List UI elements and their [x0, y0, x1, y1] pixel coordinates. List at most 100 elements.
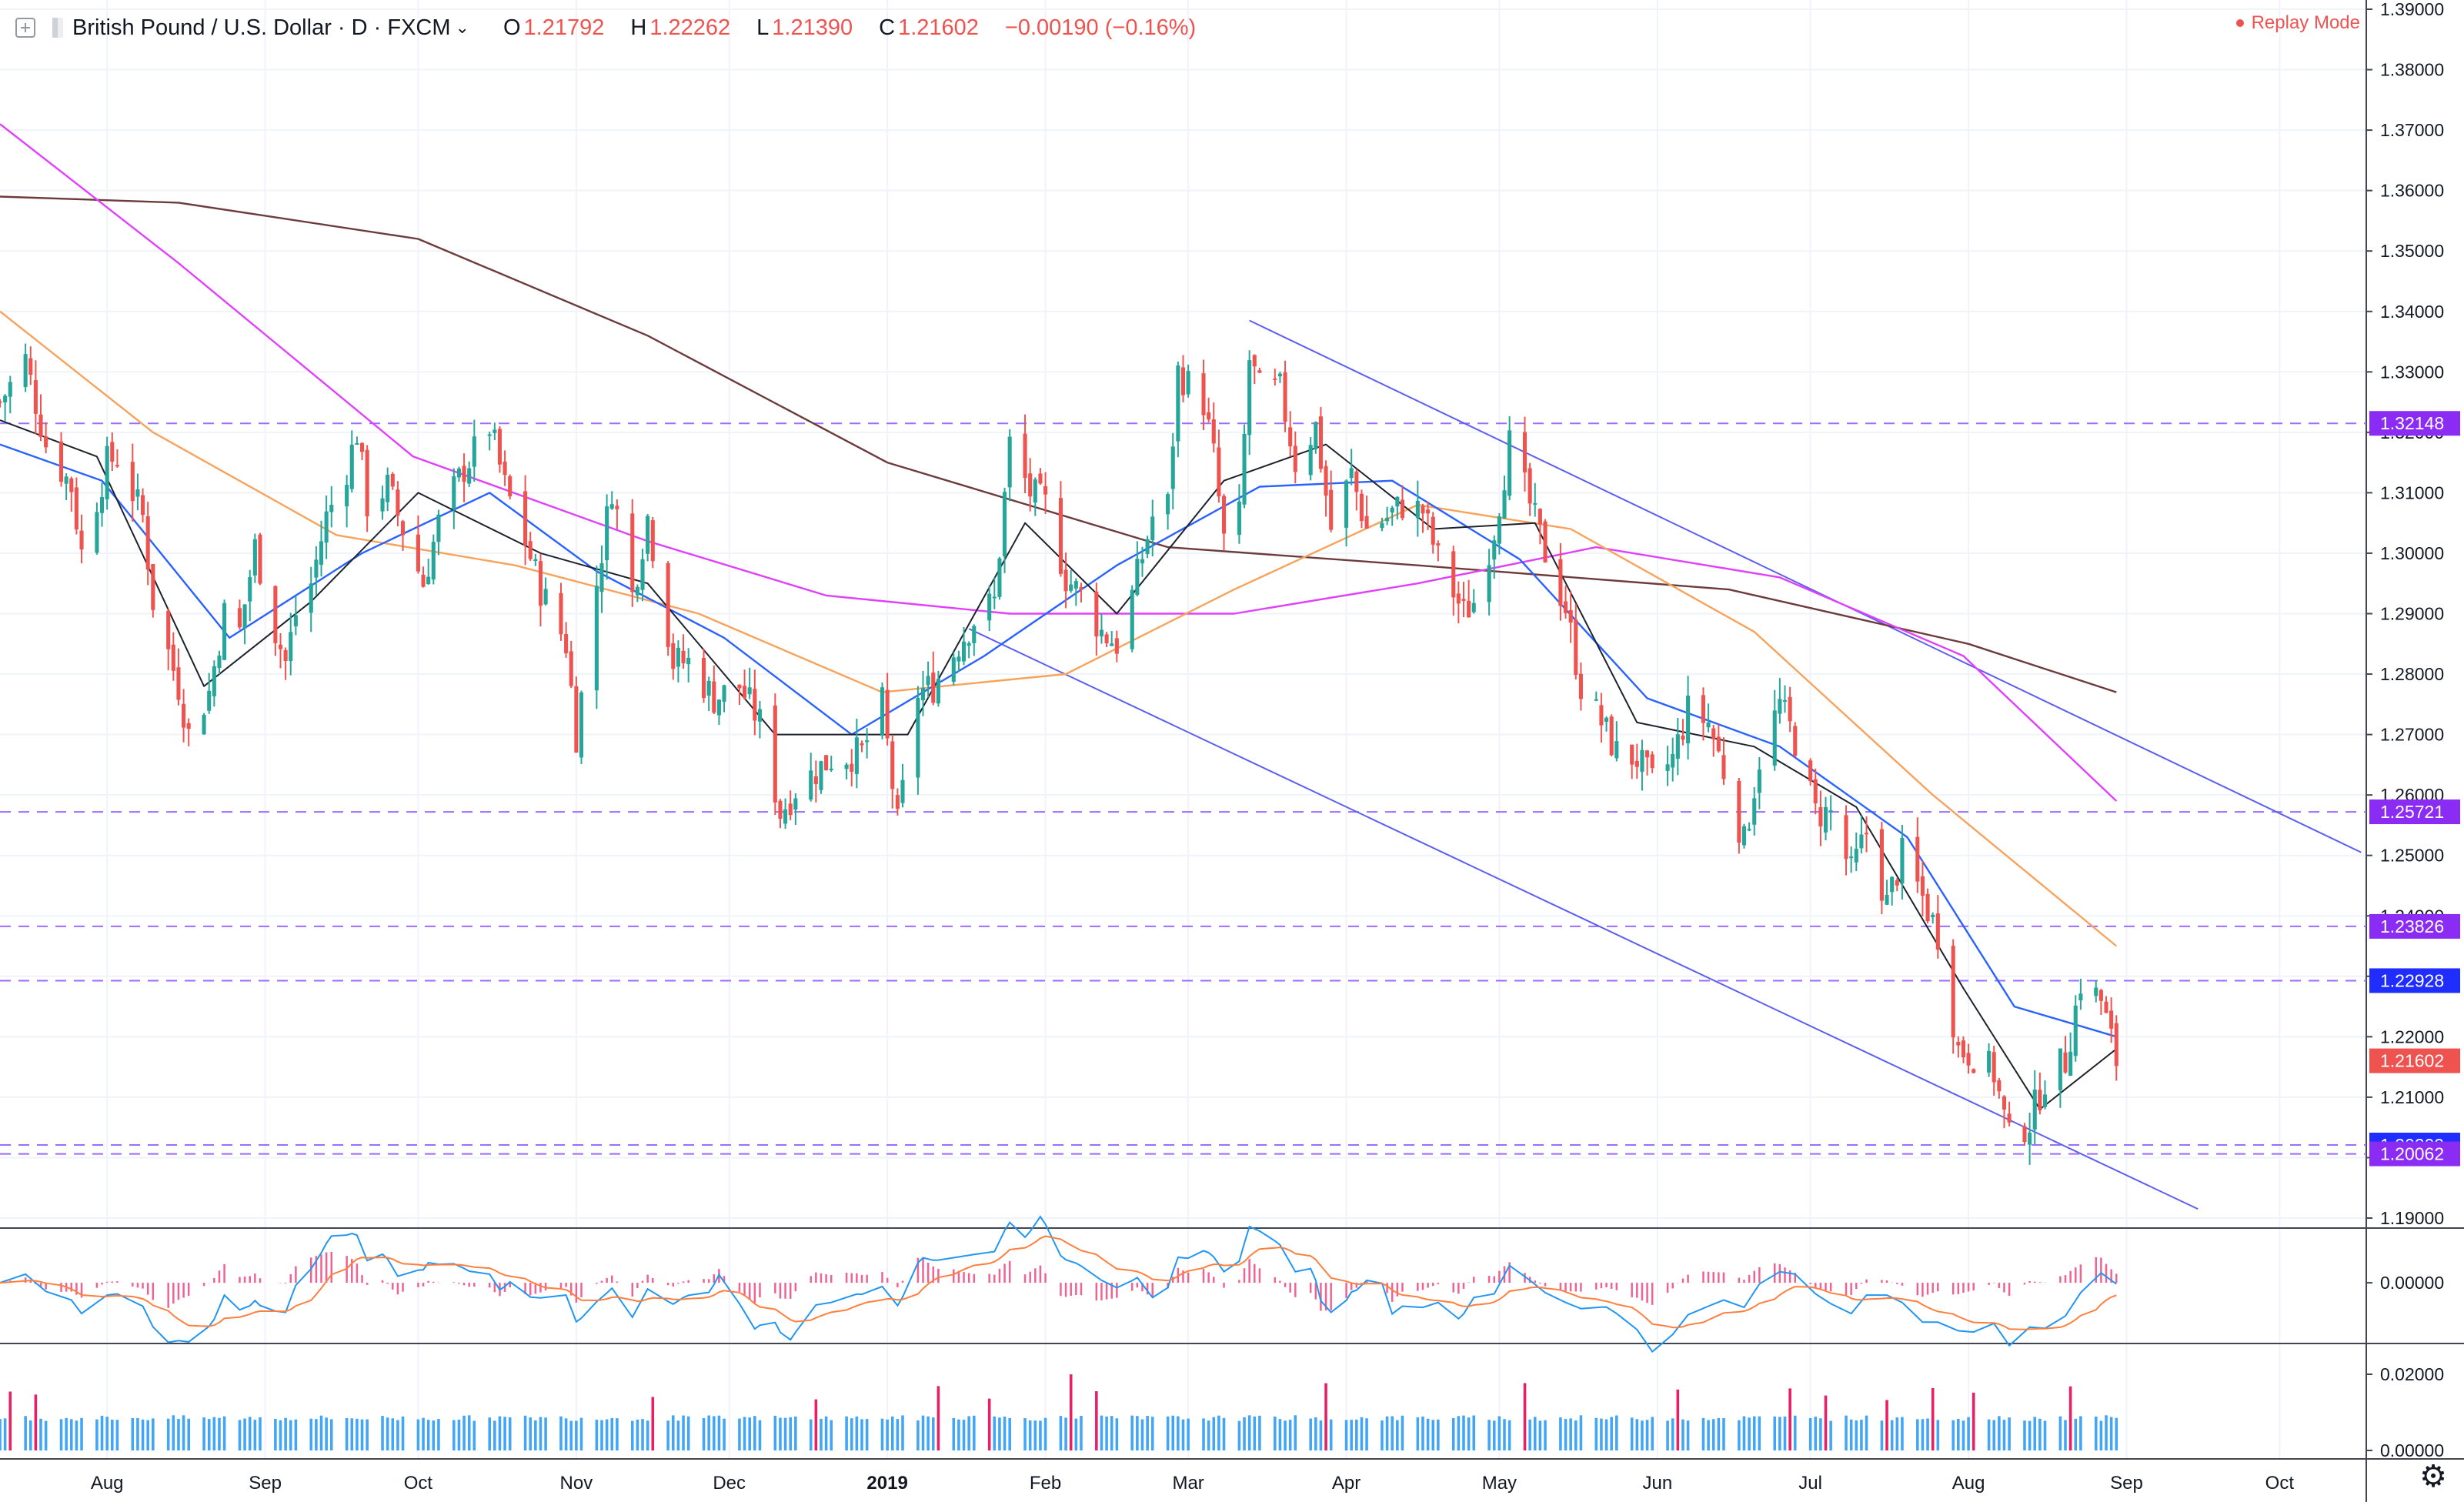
candle-250 [1782, 699, 1788, 702]
candle-86 [609, 504, 614, 509]
candle-175 [1247, 360, 1252, 436]
candle-161 [1145, 539, 1150, 555]
candle-108 [773, 705, 777, 803]
candle-160 [1140, 559, 1145, 564]
candle-139 [992, 596, 997, 599]
candle-205 [1461, 599, 1466, 601]
candle-154 [1099, 629, 1104, 636]
candle-104 [743, 686, 747, 698]
add-symbol-icon[interactable] [15, 18, 35, 38]
candle-24 [171, 644, 175, 671]
candle-233 [1665, 764, 1670, 771]
candle-165 [1176, 365, 1180, 442]
candle-193 [1380, 522, 1384, 529]
candle-112 [793, 798, 798, 810]
candle-219 [1563, 601, 1568, 613]
candle-58 [416, 534, 420, 572]
symbol-title[interactable]: British Pound / U.S. Dollar · D · FXCM [72, 15, 451, 40]
ma-line-ma_200 [0, 123, 2118, 802]
candle-137 [972, 626, 977, 643]
candle-189 [1349, 468, 1354, 479]
candle-218 [1558, 559, 1563, 606]
candle-295 [2104, 1001, 2108, 1013]
close-value: 1.21602 [898, 15, 979, 40]
candle-163 [1166, 494, 1170, 515]
candle-62 [436, 514, 441, 542]
candle-93 [666, 562, 670, 647]
candle-158 [1130, 589, 1134, 649]
candle-79 [564, 634, 569, 653]
candle-239 [1706, 722, 1711, 728]
candle-220 [1568, 609, 1573, 623]
candle-89 [635, 586, 639, 596]
level-tag-bg-3 [2369, 968, 2460, 993]
level-tag-5: 1.20062 [2380, 1144, 2444, 1164]
candle-283 [2022, 1126, 2027, 1143]
candle-65 [462, 466, 466, 482]
candle-77 [543, 589, 548, 605]
change-value: −0.00190 (−0.16%) [1004, 15, 1197, 40]
candle-148 [1058, 498, 1063, 574]
candle-268 [1915, 836, 1920, 882]
candle-91 [646, 516, 650, 554]
low-value: 1.21390 [772, 15, 853, 40]
candle-109 [778, 800, 783, 819]
candle-259 [1849, 856, 1854, 859]
candle-5 [33, 380, 38, 414]
candle-257 [1828, 810, 1833, 813]
candle-60 [426, 576, 431, 585]
candle-214 [1527, 468, 1532, 504]
last-price-tag: 1.21602 [2380, 1051, 2444, 1071]
close-label: C [879, 15, 896, 40]
candle-95 [676, 647, 680, 667]
candle-211 [1502, 490, 1507, 519]
x-tick-label-11: Jul [1798, 1473, 1822, 1494]
candle-269 [1920, 876, 1925, 896]
candle-55 [390, 473, 395, 487]
x-tick-label-0: Aug [91, 1473, 124, 1494]
candle-262 [1864, 833, 1869, 835]
chevron-down-icon[interactable]: ⌄ [455, 18, 469, 37]
ma-line-ma_300 [0, 195, 2117, 693]
x-tick-label-13: Sep [2110, 1473, 2143, 1494]
macd-pane [0, 1215, 2118, 1353]
candle-201 [1431, 516, 1435, 545]
candle-37 [258, 534, 262, 584]
candle-36 [252, 539, 257, 576]
candle-27 [186, 723, 191, 729]
gear-icon[interactable]: ⚙ [2419, 1460, 2447, 1494]
x-tick-label-4: Dec [713, 1473, 746, 1494]
candle-248 [1772, 710, 1777, 766]
candle-265 [1890, 876, 1895, 893]
candle-13 [95, 512, 99, 553]
candle-287 [2042, 1094, 2048, 1107]
candle-45 [319, 541, 324, 565]
y-tick-label-6: 1.33000 [2380, 362, 2444, 382]
replay-mode-indicator[interactable]: Replay Mode [2235, 12, 2360, 34]
candle-241 [1716, 736, 1721, 752]
candle-200 [1426, 509, 1431, 514]
level-tag-2: 1.23826 [2380, 916, 2444, 936]
candle-177 [1257, 370, 1262, 373]
candle-293 [2094, 987, 2098, 996]
candle-172 [1221, 496, 1227, 534]
candle-281 [2002, 1096, 2007, 1110]
candle-67 [472, 436, 476, 467]
candle-156 [1110, 643, 1114, 646]
vol-tick-label-1: 0.00000 [2380, 1440, 2444, 1460]
candle-224 [1599, 705, 1604, 726]
candle-199 [1421, 506, 1425, 514]
candle-136 [967, 643, 971, 646]
x-tick-label-5: 2019 [866, 1473, 907, 1494]
candle-23 [166, 610, 171, 649]
candle-35 [248, 577, 252, 602]
candle-228 [1630, 744, 1634, 765]
candle-85 [605, 506, 609, 561]
candle-17 [115, 465, 119, 467]
candle-289 [2063, 1052, 2068, 1073]
candle-232 [1650, 754, 1654, 769]
candle-75 [533, 559, 538, 561]
candle-207 [1471, 602, 1476, 612]
candle-143 [1023, 433, 1027, 479]
